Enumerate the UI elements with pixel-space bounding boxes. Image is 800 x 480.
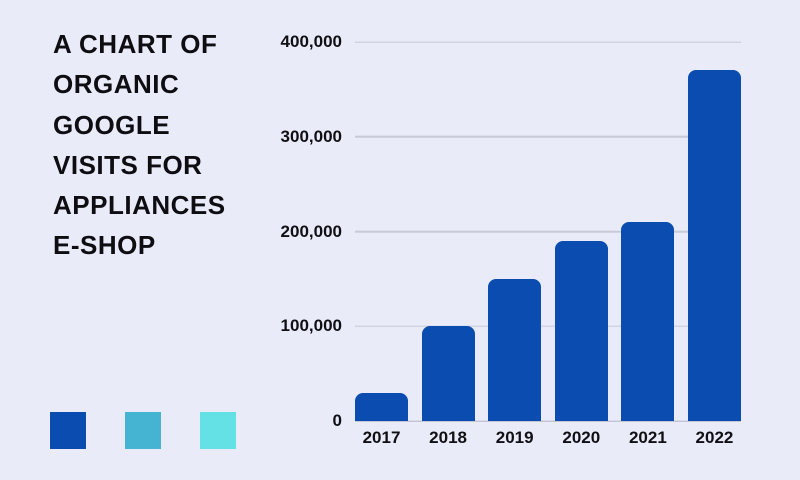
gridline (355, 325, 741, 327)
legend-swatches (50, 412, 236, 449)
chart-title-line: A CHART OF (53, 29, 218, 59)
y-tick-label: 400,000 (280, 32, 342, 51)
bar-2020 (554, 240, 608, 421)
legend-swatch-dark-blue (50, 412, 86, 449)
y-tick-label: 100,000 (280, 316, 342, 336)
bar-column-2020: 2020 (554, 42, 608, 447)
y-tick-label: 200,000 (280, 221, 342, 241)
x-tick-label: 2019 (495, 428, 534, 447)
legend-swatch-light-cyan (200, 412, 236, 449)
bar-2021 (621, 222, 675, 421)
x-tick-label: 2022 (695, 428, 734, 447)
bar-2022 (687, 70, 741, 421)
x-axis-line (355, 420, 741, 422)
bar-column-2021: 2021 (621, 42, 675, 447)
chart-title: A CHART OF ORGANIC GOOGLE VISITS FOR APP… (53, 24, 283, 266)
chart-title-line: E-SHOP (53, 230, 156, 261)
bar-2018 (421, 326, 475, 421)
bar-column-2018: 2018 (421, 42, 475, 447)
bar-2019 (488, 278, 542, 421)
bar-column-2017: 2017 (355, 42, 408, 447)
bar-column-2022: 2022 (687, 42, 741, 447)
chart-title-line: APPLIANCES (53, 190, 226, 221)
chart-bars-layer: 2017 2018 2019 2020 2021 2022 (355, 42, 741, 447)
y-tick-label: 0 (332, 411, 342, 430)
x-tick-label: 2020 (562, 428, 601, 447)
x-tick-label: 2017 (362, 428, 401, 447)
gridline (355, 41, 741, 43)
y-tick-label: 300,000 (280, 126, 342, 146)
gridline (355, 230, 741, 233)
x-tick-label: 2021 (628, 428, 667, 447)
chart-title-line: GOOGLE (53, 109, 171, 140)
legend-swatch-teal-blue (125, 412, 161, 449)
bar-column-2019: 2019 (488, 42, 542, 447)
bar-chart: 0 100,000 200,000 300,000 400,000 2017 2018 20… (281, 32, 741, 447)
chart-title-line: VISITS FOR (53, 149, 203, 180)
bar-2017 (355, 392, 408, 421)
chart-title-line: ORGANIC (53, 69, 180, 100)
gridline (355, 136, 741, 138)
x-tick-label: 2018 (429, 428, 468, 447)
